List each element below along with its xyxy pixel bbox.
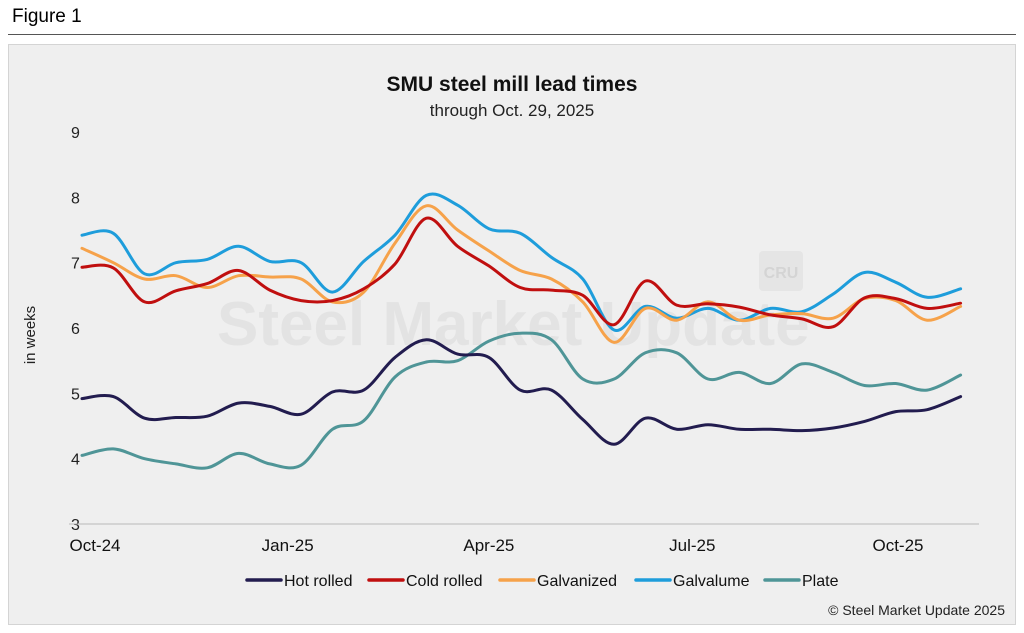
y-tick-label: 3: [71, 517, 80, 534]
x-tick-label: Oct-25: [872, 536, 923, 555]
legend: Hot rolled Cold rolled Galvanized Galvalume…: [245, 573, 839, 590]
y-tick-label: 6: [71, 321, 80, 338]
y-tick-label: 8: [71, 190, 80, 207]
x-tick-label: Oct-24: [69, 536, 120, 555]
x-axis-ticks: Oct-24 Jan-25 Apr-25 Jul-25 Oct-25: [69, 536, 923, 555]
figure-divider: [8, 34, 1016, 35]
legend-label-plate: Plate: [802, 573, 839, 590]
series-line-galvalume: [80, 192, 963, 332]
y-axis-label: in weeks: [22, 306, 39, 364]
series-line-hot-rolled: [80, 338, 963, 446]
chart-subtitle: through Oct. 29, 2025: [430, 101, 594, 120]
y-tick-label: 7: [71, 256, 80, 273]
series-lines: [80, 192, 963, 470]
legend-label-cold-rolled: Cold rolled: [406, 573, 482, 590]
y-tick-label: 4: [71, 452, 80, 469]
y-tick-label: 5: [71, 386, 80, 403]
y-tick-label: 9: [71, 125, 80, 142]
legend-label-hot-rolled: Hot rolled: [284, 573, 352, 590]
x-tick-label: Jul-25: [669, 536, 715, 555]
y-axis-ticks: 3 4 5 6 7 8 9: [71, 125, 80, 534]
x-tick-label: Apr-25: [463, 536, 514, 555]
series-line-galvanized: [80, 204, 963, 344]
series-line-plate: [80, 331, 963, 470]
series-line-cold-rolled: [80, 216, 963, 329]
chart-panel: Steel Market Update CRU SMU steel mill l…: [8, 44, 1016, 625]
x-tick-label: Jan-25: [262, 536, 314, 555]
watermark-logo-box: [759, 251, 803, 291]
figure-label: Figure 1: [12, 6, 82, 27]
copyright-text: © Steel Market Update 2025: [828, 602, 1005, 618]
legend-label-galvalume: Galvalume: [673, 573, 750, 590]
watermark-logo-text: CRU: [764, 265, 799, 282]
line-chart: Steel Market Update CRU SMU steel mill l…: [22, 73, 1005, 618]
chart-title: SMU steel mill lead times: [387, 73, 638, 96]
legend-label-galvanized: Galvanized: [537, 573, 617, 590]
